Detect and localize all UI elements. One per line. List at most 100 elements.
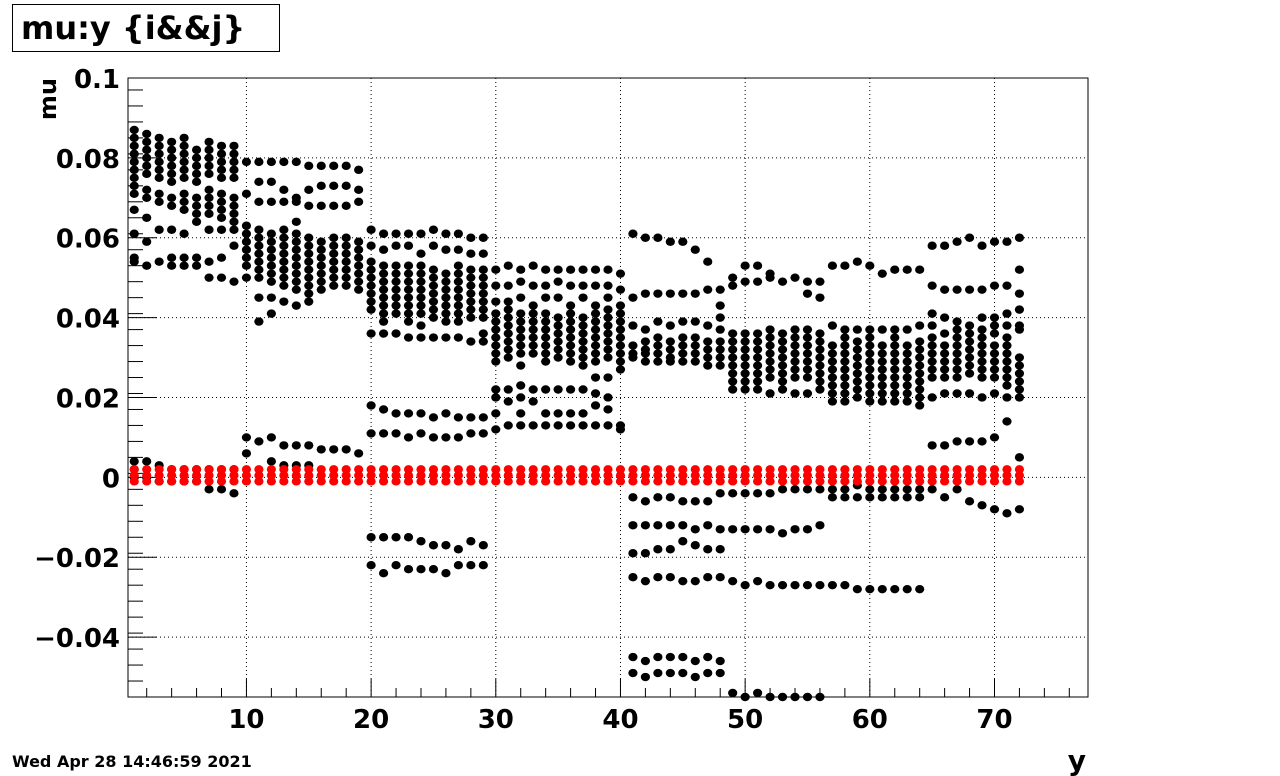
data-point	[466, 337, 476, 346]
data-point	[890, 333, 900, 342]
data-point	[915, 584, 925, 594]
data-point	[142, 137, 152, 147]
data-point	[204, 209, 214, 218]
data-point-red	[279, 465, 289, 474]
data-point	[241, 189, 252, 199]
data-point	[129, 229, 139, 238]
data-point	[204, 153, 214, 163]
data-point	[154, 257, 164, 266]
data-point	[304, 257, 314, 266]
data-point	[740, 489, 750, 498]
data-point	[216, 205, 227, 214]
data-point	[590, 301, 601, 310]
data-point	[915, 345, 925, 354]
data-point	[802, 365, 813, 374]
data-point-red	[565, 465, 576, 474]
data-point	[453, 277, 463, 286]
data-point	[777, 369, 788, 378]
data-point	[940, 241, 950, 250]
data-point-red	[416, 471, 426, 480]
data-point-red	[466, 477, 476, 486]
data-point	[428, 413, 439, 422]
data-point	[565, 309, 576, 318]
data-point	[541, 341, 551, 350]
data-point	[902, 381, 912, 390]
data-point	[615, 349, 626, 358]
data-point	[840, 349, 850, 358]
data-point	[877, 397, 887, 406]
data-point	[528, 421, 538, 430]
data-point-red	[915, 471, 925, 480]
data-point-red	[129, 477, 139, 486]
data-point	[129, 157, 139, 167]
data-point	[129, 205, 139, 214]
data-point	[740, 277, 750, 286]
data-point	[553, 345, 563, 354]
data-point	[204, 145, 214, 155]
data-point	[167, 225, 177, 234]
data-point	[790, 485, 800, 494]
data-point	[341, 201, 351, 210]
data-point-red	[765, 465, 775, 474]
data-point-red	[291, 477, 301, 486]
data-point	[952, 349, 962, 358]
data-point-red	[266, 477, 276, 486]
data-point	[266, 309, 276, 318]
data-point	[578, 293, 588, 302]
data-point	[279, 273, 289, 282]
data-point	[416, 333, 426, 342]
data-point	[927, 321, 937, 330]
data-point	[952, 485, 962, 494]
data-point	[254, 273, 264, 282]
data-point	[416, 269, 426, 278]
data-point	[777, 485, 788, 494]
data-point	[403, 241, 414, 250]
data-point	[753, 688, 763, 698]
data-point	[740, 261, 750, 270]
data-point	[1002, 365, 1012, 374]
data-point-red	[640, 465, 651, 474]
data-point-red	[541, 471, 551, 480]
data-point	[802, 525, 813, 534]
data-point	[229, 149, 239, 159]
data-point	[1014, 289, 1025, 298]
data-point-red	[678, 471, 688, 480]
data-point	[678, 341, 688, 350]
data-point	[565, 385, 576, 394]
data-point-red	[129, 465, 139, 474]
data-point-red	[254, 465, 264, 474]
data-point	[815, 369, 825, 378]
data-point-red	[765, 471, 775, 480]
data-point	[329, 445, 339, 454]
data-point	[728, 385, 738, 394]
timestamp: Wed Apr 28 14:46:59 2021	[12, 752, 252, 771]
data-point	[640, 576, 651, 586]
data-point	[615, 333, 626, 342]
x-tick-label: 30	[478, 705, 514, 735]
data-point	[852, 584, 862, 594]
data-point	[603, 421, 613, 430]
data-point	[640, 497, 651, 506]
data-point	[590, 341, 601, 350]
data-point	[391, 241, 401, 250]
data-point	[840, 397, 850, 406]
data-point	[503, 313, 513, 322]
data-point	[665, 345, 675, 354]
data-point-red	[877, 471, 887, 480]
data-point-red	[952, 465, 962, 474]
data-point-red	[865, 465, 875, 474]
data-point	[403, 269, 414, 278]
data-point	[678, 333, 688, 342]
data-point	[304, 273, 314, 282]
data-point	[665, 572, 675, 582]
data-point	[391, 561, 401, 570]
data-point	[815, 485, 825, 494]
data-point	[229, 209, 239, 218]
data-point	[216, 485, 227, 494]
data-point	[291, 253, 301, 262]
data-point	[191, 261, 202, 270]
data-point	[329, 201, 339, 210]
data-point-red	[728, 465, 738, 474]
data-point-red	[254, 471, 264, 480]
